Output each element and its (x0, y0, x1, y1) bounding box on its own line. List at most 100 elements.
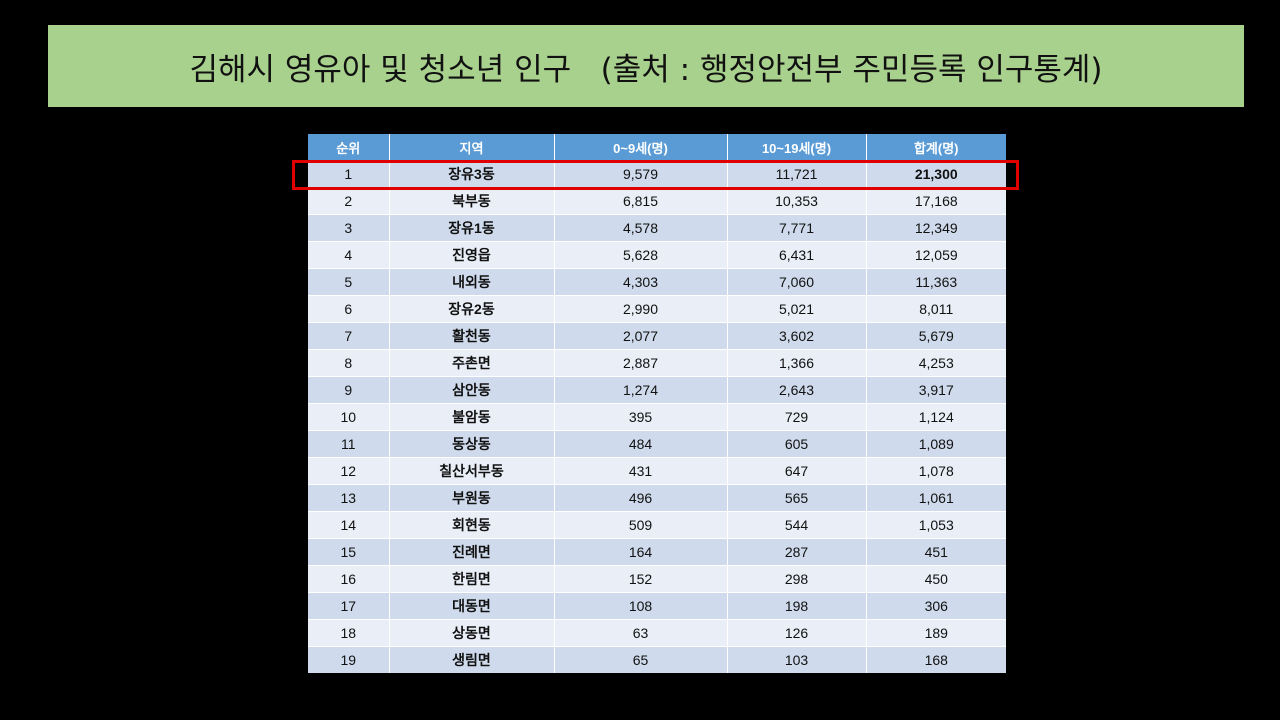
cell-total: 8,011 (866, 295, 1006, 323)
cell-age-0-9: 65 (554, 646, 728, 673)
cell-age-0-9: 4,303 (554, 268, 728, 296)
cell-region: 회현동 (389, 511, 555, 539)
cell-rank: 11 (308, 430, 390, 458)
cell-total: 451 (866, 538, 1006, 566)
cell-total: 1,124 (866, 403, 1006, 431)
cell-age-10-19: 6,431 (727, 241, 867, 269)
table-row: 3 장유1동 4,578 7,771 12,349 (308, 214, 1006, 242)
cell-region: 동상동 (389, 430, 555, 458)
table-row: 1 장유3동 9,579 11,721 21,300 (308, 160, 1006, 188)
cell-age-10-19: 544 (727, 511, 867, 539)
cell-age-10-19: 103 (727, 646, 867, 673)
cell-age-0-9: 152 (554, 565, 728, 593)
cell-total: 189 (866, 619, 1006, 647)
cell-age-0-9: 6,815 (554, 187, 728, 215)
table-row: 9 삼안동 1,274 2,643 3,917 (308, 376, 1006, 404)
cell-rank: 14 (308, 511, 390, 539)
cell-age-10-19: 11,721 (727, 160, 867, 188)
cell-rank: 9 (308, 376, 390, 404)
cell-age-10-19: 3,602 (727, 322, 867, 350)
cell-age-0-9: 2,990 (554, 295, 728, 323)
cell-rank: 19 (308, 646, 390, 673)
cell-region: 상동면 (389, 619, 555, 647)
cell-total: 306 (866, 592, 1006, 620)
cell-rank: 2 (308, 187, 390, 215)
cell-total: 450 (866, 565, 1006, 593)
cell-total: 11,363 (866, 268, 1006, 296)
cell-age-0-9: 2,077 (554, 322, 728, 350)
cell-total: 12,059 (866, 241, 1006, 269)
cell-total: 4,253 (866, 349, 1006, 377)
cell-age-0-9: 108 (554, 592, 728, 620)
cell-age-10-19: 126 (727, 619, 867, 647)
cell-age-0-9: 484 (554, 430, 728, 458)
cell-total: 1,089 (866, 430, 1006, 458)
population-table-container: 순위 지역 0~9세(명) 10~19세(명) 합계(명) 1 장유3동 9,579… (308, 134, 1006, 673)
cell-rank: 17 (308, 592, 390, 620)
cell-total: 1,061 (866, 484, 1006, 512)
table-row: 11 동상동 484 605 1,089 (308, 430, 1006, 458)
cell-region: 불암동 (389, 403, 555, 431)
cell-total: 5,679 (866, 322, 1006, 350)
header-age-0-9: 0~9세(명) (554, 134, 728, 161)
cell-region: 부원동 (389, 484, 555, 512)
cell-total: 168 (866, 646, 1006, 673)
table-row: 15 진례면 164 287 451 (308, 538, 1006, 566)
table-row: 10 불암동 395 729 1,124 (308, 403, 1006, 431)
cell-rank: 15 (308, 538, 390, 566)
cell-rank: 8 (308, 349, 390, 377)
header-region: 지역 (389, 134, 555, 161)
table-row: 5 내외동 4,303 7,060 11,363 (308, 268, 1006, 296)
cell-rank: 6 (308, 295, 390, 323)
table-row: 12 칠산서부동 431 647 1,078 (308, 457, 1006, 485)
cell-age-10-19: 287 (727, 538, 867, 566)
cell-age-10-19: 729 (727, 403, 867, 431)
cell-age-10-19: 10,353 (727, 187, 867, 215)
table-header-row: 순위 지역 0~9세(명) 10~19세(명) 합계(명) (308, 134, 1006, 161)
header-rank: 순위 (308, 134, 390, 161)
cell-age-0-9: 2,887 (554, 349, 728, 377)
cell-age-10-19: 605 (727, 430, 867, 458)
cell-age-10-19: 5,021 (727, 295, 867, 323)
cell-rank: 12 (308, 457, 390, 485)
cell-rank: 5 (308, 268, 390, 296)
cell-age-0-9: 5,628 (554, 241, 728, 269)
cell-rank: 3 (308, 214, 390, 242)
cell-region: 장유1동 (389, 214, 555, 242)
cell-region: 진영읍 (389, 241, 555, 269)
cell-region: 장유3동 (389, 160, 555, 188)
cell-age-0-9: 395 (554, 403, 728, 431)
cell-age-0-9: 9,579 (554, 160, 728, 188)
cell-rank: 13 (308, 484, 390, 512)
cell-total: 21,300 (866, 160, 1006, 188)
cell-total: 17,168 (866, 187, 1006, 215)
population-table: 순위 지역 0~9세(명) 10~19세(명) 합계(명) 1 장유3동 9,579… (308, 134, 1006, 673)
cell-age-0-9: 1,274 (554, 376, 728, 404)
cell-total: 12,349 (866, 214, 1006, 242)
table-row: 16 한림면 152 298 450 (308, 565, 1006, 593)
table-row: 18 상동면 63 126 189 (308, 619, 1006, 647)
cell-age-0-9: 63 (554, 619, 728, 647)
table-row: 2 북부동 6,815 10,353 17,168 (308, 187, 1006, 215)
cell-age-10-19: 7,060 (727, 268, 867, 296)
cell-age-0-9: 509 (554, 511, 728, 539)
cell-region: 삼안동 (389, 376, 555, 404)
cell-age-0-9: 431 (554, 457, 728, 485)
cell-age-10-19: 198 (727, 592, 867, 620)
cell-region: 대동면 (389, 592, 555, 620)
cell-rank: 7 (308, 322, 390, 350)
cell-age-0-9: 4,578 (554, 214, 728, 242)
cell-region: 칠산서부동 (389, 457, 555, 485)
cell-age-10-19: 2,643 (727, 376, 867, 404)
cell-age-10-19: 1,366 (727, 349, 867, 377)
table-row: 13 부원동 496 565 1,061 (308, 484, 1006, 512)
table-body: 1 장유3동 9,579 11,721 21,300 2 북부동 6,815 10,353 17,… (308, 160, 1006, 673)
cell-region: 북부동 (389, 187, 555, 215)
cell-age-10-19: 7,771 (727, 214, 867, 242)
table-row: 19 생림면 65 103 168 (308, 646, 1006, 673)
cell-rank: 1 (308, 160, 390, 188)
cell-age-0-9: 496 (554, 484, 728, 512)
cell-age-10-19: 298 (727, 565, 867, 593)
table-row: 6 장유2동 2,990 5,021 8,011 (308, 295, 1006, 323)
cell-rank: 4 (308, 241, 390, 269)
